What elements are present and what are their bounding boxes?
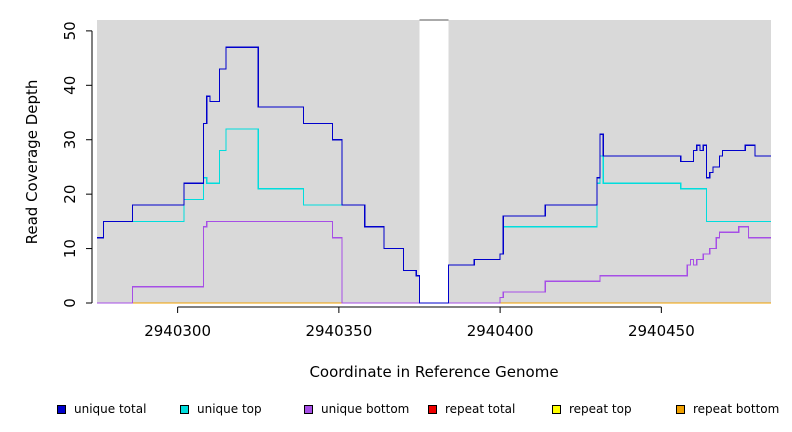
legend-label: unique top [197, 402, 262, 416]
x-tick-label: 2940300 [144, 322, 211, 340]
x-tick-label: 2940350 [305, 322, 372, 340]
y-tick-label: 10 [61, 239, 79, 258]
legend-label: repeat bottom [693, 402, 780, 416]
legend-item-unique-top: unique top [180, 402, 262, 416]
legend-swatch [428, 404, 437, 414]
legend-swatch [304, 404, 313, 414]
y-axis-label: Read Coverage Depth [23, 80, 41, 245]
legend-swatch [180, 404, 189, 414]
legend-item-repeat-top: repeat top [552, 402, 632, 416]
legend: unique total unique top unique bottom repea… [0, 400, 792, 420]
y-tick-label: 20 [61, 185, 79, 204]
legend-swatch [552, 404, 561, 414]
plot-background [97, 19, 771, 303]
legend-label: unique total [74, 402, 147, 416]
y-tick-label: 40 [61, 76, 79, 95]
legend-item-repeat-total: repeat total [428, 402, 515, 416]
legend-swatch [676, 404, 685, 414]
plot-panel-right [448, 20, 771, 303]
y-tick-label: 50 [61, 21, 79, 40]
legend-swatch [57, 404, 66, 414]
axes-layer: 0 10 20 30 40 50 2940300 2940350 2940400 2940450 [61, 21, 695, 340]
x-tick-label: 2940450 [628, 322, 695, 340]
series-unique-total [97, 46, 771, 304]
legend-label: repeat total [445, 402, 516, 416]
legend-item-unique-total: unique total [57, 402, 146, 416]
y-tick-label: 0 [61, 298, 79, 308]
legend-item-repeat-bottom: repeat bottom [676, 402, 779, 416]
x-axis-label: Coordinate in Reference Genome [309, 363, 558, 381]
series-layer [97, 46, 771, 304]
series-unique-bottom [97, 220, 771, 304]
x-tick-label: 2940400 [467, 322, 534, 340]
legend-item-unique-bottom: unique bottom [304, 402, 409, 416]
y-tick-label: 30 [61, 130, 79, 149]
legend-label: unique bottom [321, 402, 410, 416]
legend-label: repeat top [569, 402, 632, 416]
